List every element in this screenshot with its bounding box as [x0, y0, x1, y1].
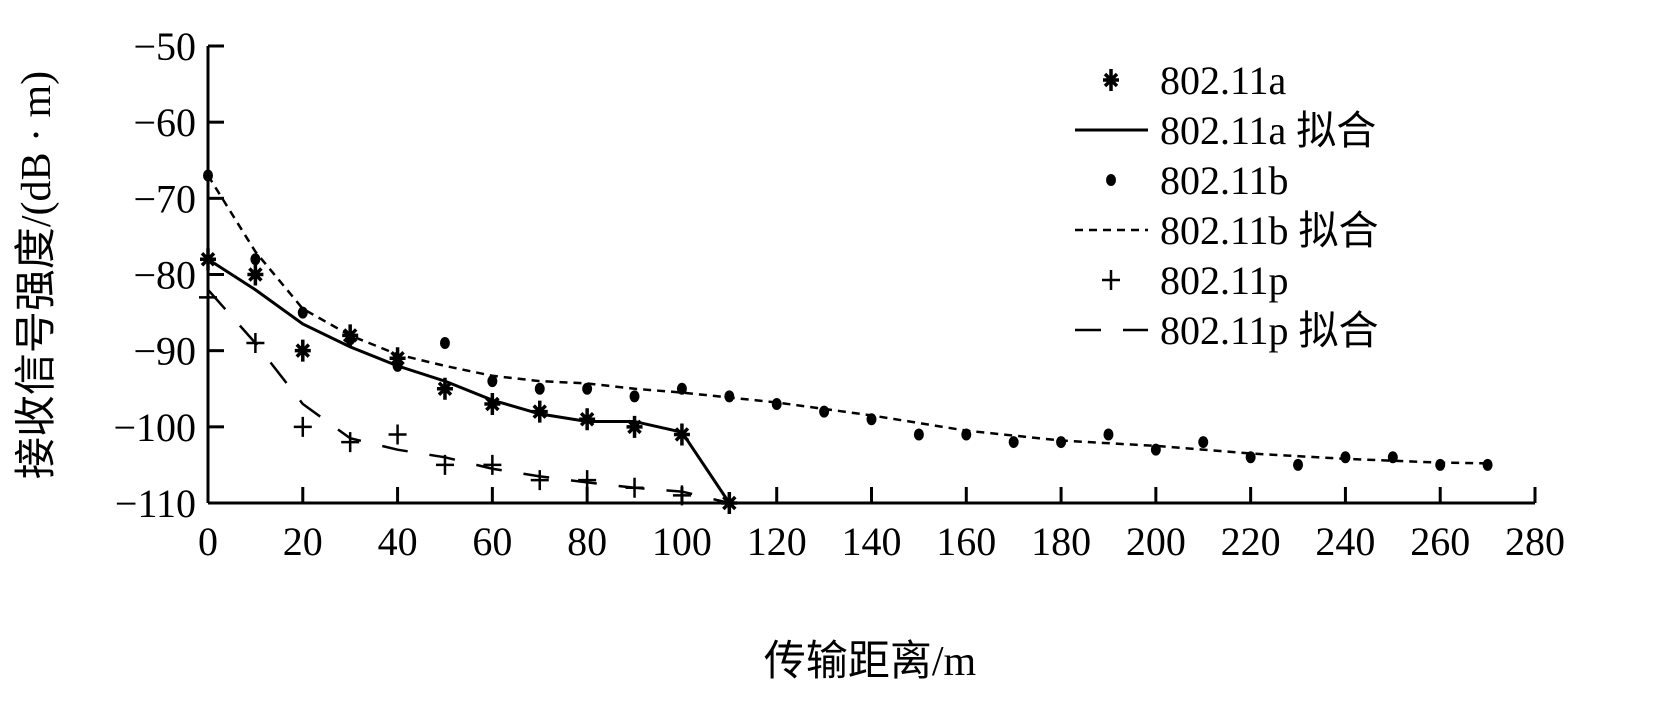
- data-point: [582, 382, 593, 395]
- data-point: [341, 432, 360, 453]
- series-802.11b-拟合: [206, 174, 1488, 465]
- x-tick-label: 60: [472, 519, 512, 564]
- legend-item: 802.11b 拟合: [1075, 208, 1379, 253]
- data-point: [436, 377, 453, 400]
- data-point: [1103, 428, 1114, 441]
- y-tick-label: −110: [115, 481, 196, 526]
- data-point: [388, 424, 407, 445]
- legend-label: 802.11p: [1160, 258, 1289, 303]
- legend-item: 802.11a: [1103, 58, 1287, 103]
- data-point: [484, 392, 501, 415]
- legend-label: 802.11a 拟合: [1160, 108, 1376, 153]
- data-point: [293, 416, 312, 437]
- x-tick-label: 100: [652, 519, 712, 564]
- x-tick-label: 0: [198, 519, 218, 564]
- x-tick-label: 180: [1031, 519, 1091, 564]
- data-point: [250, 253, 261, 266]
- x-tick-label: 280: [1505, 519, 1565, 564]
- data-point: [578, 470, 597, 491]
- legend-item: 802.11p 拟合: [1075, 308, 1379, 353]
- data-point: [1198, 436, 1209, 449]
- data-point: [530, 470, 549, 491]
- legend-label: 802.11b: [1160, 158, 1289, 203]
- data-point: [626, 415, 643, 438]
- data-point: [389, 347, 406, 370]
- data-point: [771, 397, 782, 410]
- x-tick-label: 160: [936, 519, 996, 564]
- data-point: [1482, 458, 1493, 471]
- data-point: [819, 405, 830, 418]
- data-point: [531, 400, 548, 423]
- data-point: [294, 339, 311, 362]
- x-tick-label: 40: [378, 519, 418, 564]
- legend-item: 802.11b: [1106, 158, 1289, 203]
- data-point: [672, 485, 691, 506]
- data-point: [439, 337, 450, 350]
- data-point: [392, 359, 403, 372]
- y-tick-label: −50: [133, 24, 196, 69]
- legend-label: 802.11p 拟合: [1160, 308, 1379, 353]
- legend-marker: [1106, 174, 1116, 186]
- legend-marker: [1102, 270, 1120, 290]
- series-802.11p-拟合: [207, 288, 730, 505]
- y-tick-label: −60: [133, 100, 196, 145]
- data-point: [483, 454, 502, 475]
- data-point: [1056, 436, 1067, 449]
- fit-line: [207, 288, 730, 505]
- y-tick-label: −80: [133, 253, 196, 298]
- data-point: [1435, 458, 1446, 471]
- data-point: [1340, 451, 1351, 464]
- x-tick-label: 240: [1315, 519, 1375, 564]
- data-point: [247, 263, 264, 286]
- data-point: [913, 428, 924, 441]
- x-tick-label: 200: [1126, 519, 1186, 564]
- x-tick-label: 140: [842, 519, 902, 564]
- legend: 802.11a 802.11a 拟合 802.11b 802.11b 拟合 802.11…: [1075, 58, 1379, 353]
- data-point: [579, 408, 596, 431]
- data-point: [676, 382, 687, 395]
- data-point: [534, 382, 545, 395]
- data-point: [487, 375, 498, 388]
- y-tick-label: −90: [133, 329, 196, 374]
- data-point: [1008, 436, 1019, 449]
- legend-marker: [1103, 69, 1119, 91]
- fit-line: [206, 174, 1488, 465]
- data-point: [345, 333, 356, 346]
- legend-label: 802.11a: [1160, 58, 1287, 103]
- x-tick-label: 20: [283, 519, 323, 564]
- data-point: [629, 390, 640, 403]
- series-802.11p: [199, 287, 739, 513]
- legend-label: 802.11b 拟合: [1160, 208, 1379, 253]
- axes: 0 20 40 60 80 100 120 140 160 180 200 220 240 260 280 −…: [113, 24, 1565, 564]
- data-point: [1293, 458, 1304, 471]
- legend-item: 802.11p: [1102, 258, 1289, 303]
- x-tick-label: 80: [567, 519, 607, 564]
- series-layer: [199, 169, 1493, 514]
- series-802.11a-拟合: [207, 258, 731, 504]
- data-point: [297, 306, 308, 319]
- fit-line: [207, 258, 731, 504]
- x-tick-label: 120: [747, 519, 807, 564]
- legend-item: 802.11a 拟合: [1075, 108, 1376, 153]
- y-tick-label: −70: [133, 176, 196, 221]
- series-802.11a: [200, 248, 738, 514]
- y-tick-label: −100: [113, 405, 196, 450]
- x-tick-label: 260: [1410, 519, 1470, 564]
- x-tick-label: 220: [1221, 519, 1281, 564]
- x-axis-label: 传输距离/m: [764, 638, 977, 685]
- y-axis-label: 接收信号强度/(dB · m): [14, 71, 60, 479]
